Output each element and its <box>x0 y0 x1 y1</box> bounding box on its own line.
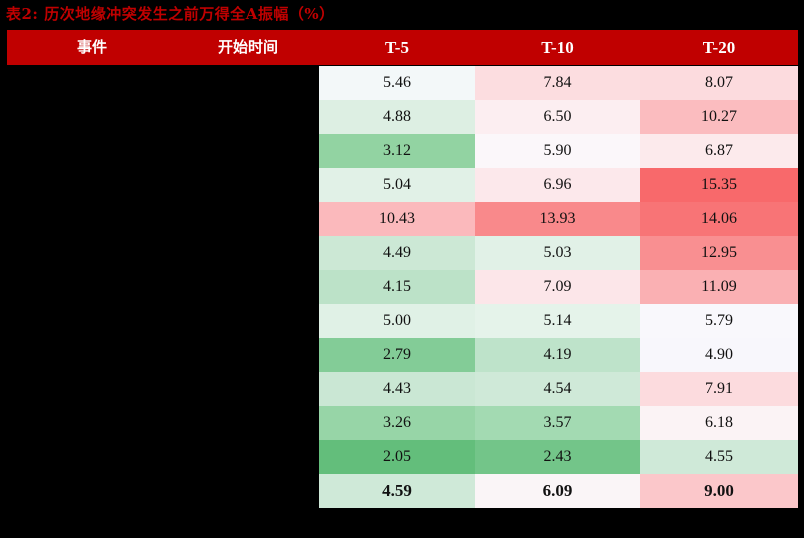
cell-t5: 4.43 <box>319 372 475 406</box>
cell-t20: 10.27 <box>640 100 798 134</box>
cell-t5: 2.05 <box>319 440 475 474</box>
table-row: 10.43 13.93 14.06 <box>319 202 798 236</box>
cell-t10: 6.50 <box>475 100 640 134</box>
cell-t10: 13.93 <box>475 202 640 236</box>
cell-t10: 5.90 <box>475 134 640 168</box>
table-row: 5.00 5.14 5.79 <box>319 304 798 338</box>
average-row: 4.59 6.09 9.00 <box>319 474 798 508</box>
cell-t20: 5.79 <box>640 304 798 338</box>
cell-t10: 5.14 <box>475 304 640 338</box>
cell-t5: 3.26 <box>319 406 475 440</box>
cell-t5: 5.46 <box>319 66 475 100</box>
table-row: 5.04 6.96 15.35 <box>319 168 798 202</box>
cell-t10: 4.54 <box>475 372 640 406</box>
cell-t20: 8.07 <box>640 66 798 100</box>
cell-t10: 3.57 <box>475 406 640 440</box>
cell-t5: 5.04 <box>319 168 475 202</box>
header-start-time: 开始时间 <box>217 38 278 56</box>
data-grid: 5.46 7.84 8.07 4.88 6.50 10.27 3.12 5.90… <box>319 66 798 508</box>
cell-t10: 7.84 <box>475 66 640 100</box>
cell-t5: 2.79 <box>319 338 475 372</box>
cell-t20: 14.06 <box>640 202 798 236</box>
cell-t10: 7.09 <box>475 270 640 304</box>
header-event: 事件 <box>76 38 107 56</box>
cell-t20: 11.09 <box>640 270 798 304</box>
cell-t5: 4.88 <box>319 100 475 134</box>
cell-t20: 7.91 <box>640 372 798 406</box>
header-t20: T-20 <box>702 38 736 57</box>
cell-t5: 3.12 <box>319 134 475 168</box>
table-row: 2.05 2.43 4.55 <box>319 440 798 474</box>
cell-t10-average: 6.09 <box>475 474 640 508</box>
cell-t5: 4.49 <box>319 236 475 270</box>
cell-t10: 2.43 <box>475 440 640 474</box>
cell-t20-average: 9.00 <box>640 474 798 508</box>
header-t10: T-10 <box>541 38 574 57</box>
cell-t10: 6.96 <box>475 168 640 202</box>
cell-t5: 5.00 <box>319 304 475 338</box>
cell-t20: 6.87 <box>640 134 798 168</box>
cell-t10: 4.19 <box>475 338 640 372</box>
table-title: 表2: 历次地缘冲突发生之前万得全A振幅（%） <box>6 5 335 23</box>
cell-t20: 12.95 <box>640 236 798 270</box>
cell-t5-average: 4.59 <box>319 474 475 508</box>
table-row: 4.49 5.03 12.95 <box>319 236 798 270</box>
cell-t20: 4.55 <box>640 440 798 474</box>
table-row: 4.88 6.50 10.27 <box>319 100 798 134</box>
cell-t20: 15.35 <box>640 168 798 202</box>
table-row: 5.46 7.84 8.07 <box>319 66 798 100</box>
table-row: 2.79 4.19 4.90 <box>319 338 798 372</box>
cell-t10: 5.03 <box>475 236 640 270</box>
cell-t20: 4.90 <box>640 338 798 372</box>
cell-t5: 10.43 <box>319 202 475 236</box>
header-t5: T-5 <box>385 38 409 57</box>
table-row: 4.43 4.54 7.91 <box>319 372 798 406</box>
cell-t5: 4.15 <box>319 270 475 304</box>
table-row: 3.26 3.57 6.18 <box>319 406 798 440</box>
table-header: 事件 开始时间 T-5 T-10 T-20 <box>7 30 798 65</box>
cell-t20: 6.18 <box>640 406 798 440</box>
table-row: 4.15 7.09 11.09 <box>319 270 798 304</box>
table-row: 3.12 5.90 6.87 <box>319 134 798 168</box>
